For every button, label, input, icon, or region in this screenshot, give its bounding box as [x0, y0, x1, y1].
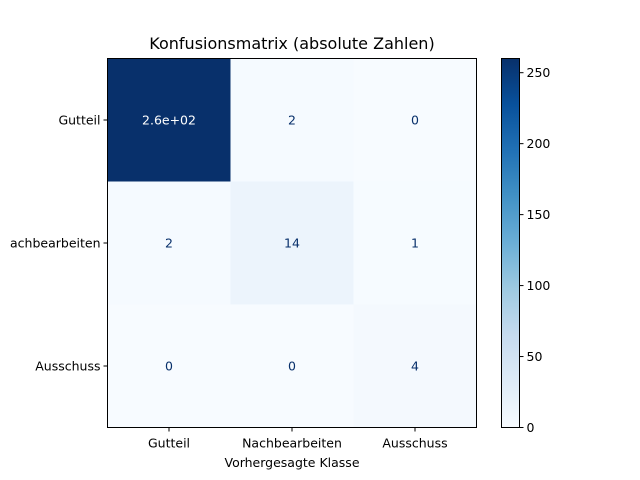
cell-value-label: 0: [165, 359, 173, 374]
y-tick-label: achbearbeiten: [10, 236, 101, 251]
colorbar-tick-label: 100: [527, 278, 551, 293]
cell-value-label: 0: [411, 113, 419, 128]
heatmap-cell: [107, 58, 231, 182]
colorbar-tick-label: 150: [527, 207, 551, 222]
colorbar-tick-label: 200: [527, 136, 551, 151]
heatmap-cell: [353, 181, 477, 305]
chart-title: Konfusionsmatrix (absolute Zahlen): [149, 34, 434, 53]
heatmap-cells: [107, 58, 477, 428]
y-tick-label: Ausschuss: [35, 359, 100, 374]
colorbar-tick-label: 250: [527, 65, 551, 80]
colorbar-tick-label: 50: [527, 349, 543, 364]
cell-value-label: 0: [288, 359, 296, 374]
x-axis-label: Vorhergesagte Klasse: [224, 455, 359, 470]
cell-value-label: 2.6e+02: [142, 113, 196, 128]
heatmap-cell-labels: 2.6e+02 2 0 2 14 1 0 0 4: [142, 113, 419, 374]
cell-value-label: 4: [411, 359, 419, 374]
x-tick-label: Gutteil: [148, 436, 190, 451]
heatmap-cell: [353, 58, 477, 182]
heatmap-cell: [230, 181, 354, 305]
heatmap-cell: [107, 181, 231, 305]
heatmap-cell: [353, 304, 477, 428]
x-tick-label: Nachbearbeiten: [242, 436, 342, 451]
heatmap-cell: [230, 58, 354, 182]
colorbar: [501, 58, 520, 428]
x-axis-ticks: Gutteil Nachbearbeiten Ausschuss: [148, 427, 448, 451]
cell-value-label: 2: [288, 113, 296, 128]
colorbar-ticks: 0 50 100 150 200 250: [519, 65, 551, 435]
heatmap-cell: [230, 304, 354, 428]
heatmap-cell: [107, 304, 231, 428]
y-axis-ticks: Gutteil achbearbeiten Ausschuss: [10, 113, 108, 374]
colorbar-tick-label: 0: [527, 420, 535, 435]
cell-value-label: 1: [411, 236, 419, 251]
cell-value-label: 2: [165, 236, 173, 251]
y-tick-label: Gutteil: [58, 113, 100, 128]
x-tick-label: Ausschuss: [382, 436, 447, 451]
cell-value-label: 14: [284, 236, 300, 251]
